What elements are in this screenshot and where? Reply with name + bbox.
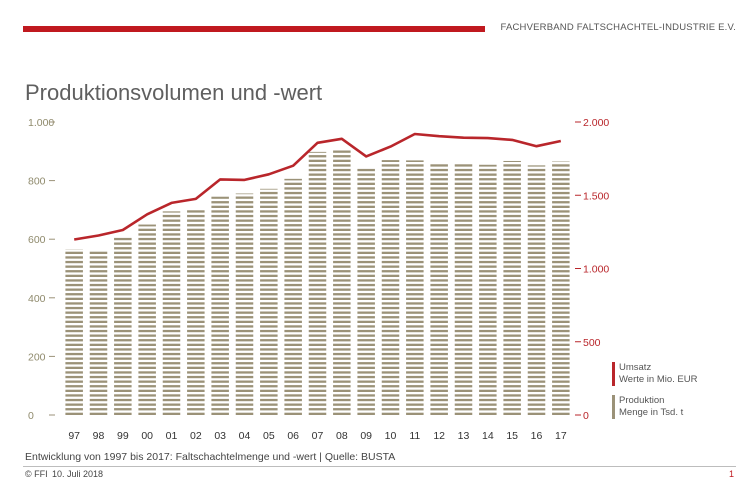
x-tick-label: 99 [117, 430, 129, 442]
y-left-tick-label: 0 [28, 410, 34, 422]
bar [211, 196, 229, 415]
legend-label: Produktion [619, 395, 664, 406]
x-tick-label: 07 [312, 430, 324, 442]
bar [454, 164, 473, 415]
x-tick-label: 09 [360, 430, 372, 442]
x-tick-label: 16 [531, 430, 543, 442]
chart-caption: Entwicklung von 1997 bis 2017: Faltschac… [25, 451, 396, 463]
legend-label: Werte in Mio. EUR [619, 374, 698, 385]
y-left-tick-label: 200 [28, 351, 46, 363]
footer-date: 10. Juli 2018 [52, 469, 104, 479]
x-tick-label: 15 [506, 430, 518, 442]
bar [308, 151, 327, 415]
y-left-tick-label: 400 [28, 293, 46, 305]
bar [65, 249, 83, 415]
revenue-line [73, 132, 562, 241]
organization-name: FACHVERBAND FALTSCHACHTEL-INDUSTRIE E.V. [500, 22, 736, 33]
legend-swatch [612, 395, 615, 419]
bar [479, 164, 497, 415]
x-tick-label: 13 [458, 430, 470, 442]
x-tick-label: 08 [336, 430, 348, 442]
x-tick-label: 00 [141, 430, 153, 442]
x-tick-label: 06 [287, 430, 299, 442]
header-accent-bar [23, 26, 485, 32]
x-tick-label: 01 [166, 430, 178, 442]
x-tick-label: 11 [409, 430, 420, 442]
y-right-tick-label: 2.000 [583, 117, 609, 129]
x-tick-label: 10 [385, 430, 397, 442]
bar [430, 164, 448, 415]
bar [357, 168, 375, 415]
bar [284, 178, 302, 415]
bar [162, 211, 181, 415]
x-tick-label: 05 [263, 430, 275, 442]
bar [114, 237, 132, 415]
x-tick-label: 14 [482, 430, 494, 442]
x-tick-label: 97 [68, 430, 80, 442]
bar [235, 193, 254, 415]
bar [260, 188, 278, 415]
y-left-tick-label: 800 [28, 176, 46, 188]
y-left-tick-label: 1.000 [28, 117, 54, 129]
bar [552, 161, 570, 415]
bar [406, 160, 424, 415]
copyright-text: © FFI [25, 469, 48, 479]
footer-divider [23, 466, 736, 467]
x-tick-label: 04 [239, 430, 251, 442]
bar [381, 160, 400, 415]
bar [527, 165, 546, 415]
x-tick-label: 17 [555, 430, 567, 442]
x-tick-label: 98 [93, 430, 105, 442]
page-title: Produktionsvolumen und -wert [25, 80, 323, 105]
bar [89, 251, 108, 415]
x-tick-label: 03 [214, 430, 226, 442]
y-right-tick-label: 1.000 [583, 264, 609, 276]
legend-label: Umsatz [619, 362, 651, 373]
x-tick-label: 02 [190, 430, 202, 442]
bar [333, 150, 351, 415]
bar [187, 210, 205, 415]
bar [503, 160, 521, 415]
y-right-tick-label: 1.500 [583, 190, 609, 202]
legend-label: Menge in Tsd. t [619, 407, 684, 418]
y-right-tick-label: 500 [583, 337, 601, 349]
y-left-tick-label: 600 [28, 234, 46, 246]
y-right-tick-label: 0 [583, 410, 589, 422]
legend-swatch [612, 362, 615, 386]
page-number: 1 [728, 469, 734, 479]
bar [138, 224, 156, 415]
x-tick-label: 12 [433, 430, 445, 442]
